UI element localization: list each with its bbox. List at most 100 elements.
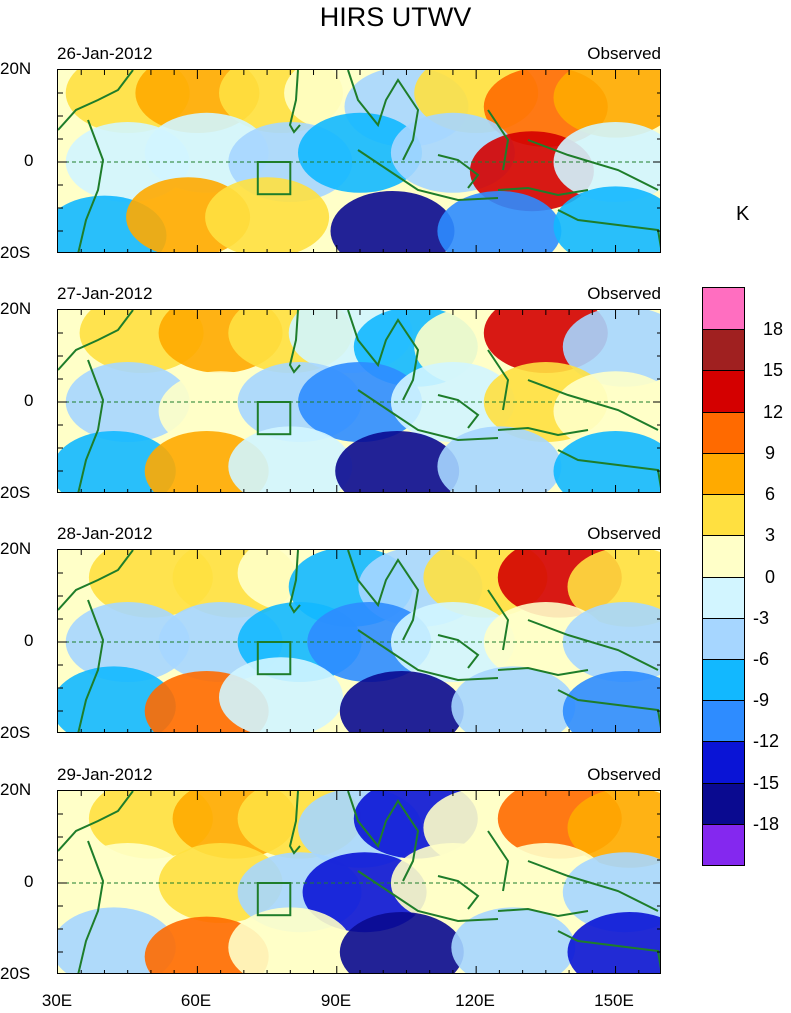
heatmap-cell bbox=[228, 426, 353, 492]
coastline bbox=[557, 449, 660, 489]
coastline bbox=[497, 186, 589, 197]
panel-label: Observed bbox=[587, 284, 661, 303]
panel-label: Observed bbox=[587, 765, 661, 784]
colorbar-swatch bbox=[703, 329, 744, 371]
coastline bbox=[487, 830, 510, 892]
coastline bbox=[497, 666, 589, 677]
heatmap-cell bbox=[562, 671, 660, 732]
coastline bbox=[347, 310, 420, 401]
heatmap-cell bbox=[228, 907, 353, 973]
region-box bbox=[256, 641, 292, 676]
colorbar-swatch bbox=[703, 288, 744, 330]
heatmap-svg bbox=[58, 70, 660, 252]
coastline bbox=[288, 310, 301, 374]
heatmap-cell bbox=[553, 70, 660, 138]
coastline bbox=[357, 870, 499, 923]
coastline bbox=[357, 149, 499, 202]
colorbar-swatch bbox=[703, 700, 744, 742]
lat-tick-label: 20N bbox=[0, 299, 32, 318]
colorbar-swatch bbox=[703, 411, 744, 454]
colorbar-swatch bbox=[703, 658, 744, 701]
coastline bbox=[58, 310, 134, 371]
coastline bbox=[58, 550, 134, 611]
heatmap-svg bbox=[58, 310, 660, 492]
map-plot bbox=[57, 549, 661, 733]
coastline bbox=[77, 599, 105, 732]
colorbar-swatch bbox=[703, 576, 744, 619]
colorbar-unit-label: K bbox=[736, 203, 750, 225]
colorbar-level-label: 9 bbox=[765, 442, 776, 463]
heatmap-cell bbox=[562, 310, 660, 387]
coastline bbox=[557, 930, 660, 970]
colorbar-level-label: -3 bbox=[753, 607, 770, 628]
panel-date: 26-Jan-2012 bbox=[57, 44, 153, 63]
lat-tick-label: 20S bbox=[0, 483, 31, 502]
coastline bbox=[288, 550, 301, 614]
coastline bbox=[347, 550, 420, 641]
map-panel-4: 29-Jan-2012 Observed 20N 0 20S bbox=[0, 765, 700, 983]
lat-tick-label: 20S bbox=[0, 964, 31, 983]
map-panel-2: 27-Jan-2012 Observed 20N 0 20S bbox=[0, 284, 700, 502]
heatmap-cell bbox=[451, 907, 576, 973]
colorbar-level-label: -18 bbox=[753, 813, 780, 834]
panel-label: Observed bbox=[587, 44, 661, 63]
colorbar-level-label: 3 bbox=[765, 525, 776, 546]
heatmap-cell bbox=[567, 791, 660, 868]
lat-tick-label: 20N bbox=[0, 539, 32, 558]
coastline bbox=[487, 589, 510, 651]
coastline bbox=[497, 907, 589, 918]
colorbar-swatch bbox=[703, 535, 744, 577]
coastline bbox=[497, 426, 589, 437]
heatmap-cell bbox=[553, 186, 660, 252]
heatmap-cell bbox=[437, 191, 562, 252]
coastline bbox=[557, 689, 660, 729]
colorbar-swatch bbox=[703, 617, 744, 660]
heatmap-cell bbox=[205, 177, 330, 252]
heatmap-svg bbox=[58, 791, 660, 973]
coastline bbox=[58, 70, 134, 131]
lat-tick-label: 20N bbox=[0, 59, 32, 78]
colorbar-swatch bbox=[703, 494, 744, 536]
colorbar-level-label: -15 bbox=[753, 772, 780, 793]
panel-label: Observed bbox=[587, 524, 661, 543]
coastline bbox=[77, 119, 105, 252]
colorbar-level-label: 6 bbox=[765, 484, 776, 505]
coastline bbox=[347, 791, 420, 882]
panel-date: 28-Jan-2012 bbox=[57, 524, 153, 543]
heatmap-cell bbox=[219, 657, 343, 732]
coastline bbox=[58, 791, 134, 852]
colorbar-level-label: -12 bbox=[753, 731, 780, 752]
colorbar bbox=[702, 287, 745, 866]
coastline bbox=[557, 209, 660, 249]
coastline bbox=[437, 154, 480, 189]
coastline bbox=[437, 634, 480, 669]
heatmap-cell bbox=[562, 852, 660, 933]
colorbar-level-label: 12 bbox=[763, 401, 784, 422]
coastline bbox=[288, 791, 301, 855]
colorbar-level-label: 18 bbox=[763, 319, 784, 340]
region-box bbox=[256, 882, 292, 917]
coastline bbox=[77, 840, 105, 973]
region-box bbox=[256, 401, 292, 436]
heatmap-cell bbox=[567, 912, 660, 973]
coastline bbox=[288, 70, 301, 134]
lat-tick-label: 0 bbox=[24, 391, 34, 410]
map-plot bbox=[57, 790, 661, 974]
panel-date: 27-Jan-2012 bbox=[57, 284, 153, 303]
coastline bbox=[347, 70, 420, 161]
coastline bbox=[437, 394, 480, 429]
heatmap-cell bbox=[553, 431, 660, 492]
lat-tick-label: 20S bbox=[0, 243, 31, 262]
lon-tick-label: 90E bbox=[320, 991, 352, 1010]
colorbar-swatch bbox=[703, 823, 744, 866]
heatmap-cell bbox=[339, 912, 464, 973]
coastline bbox=[487, 109, 510, 171]
region-box bbox=[256, 161, 292, 196]
lat-tick-label: 0 bbox=[24, 631, 34, 650]
heatmap-cell bbox=[335, 431, 460, 492]
lon-tick-label: 60E bbox=[180, 991, 212, 1010]
coastline bbox=[77, 359, 105, 492]
lon-tick-label: 150E bbox=[594, 991, 634, 1010]
lat-tick-label: 20N bbox=[0, 780, 32, 799]
colorbar-swatch bbox=[703, 452, 744, 495]
